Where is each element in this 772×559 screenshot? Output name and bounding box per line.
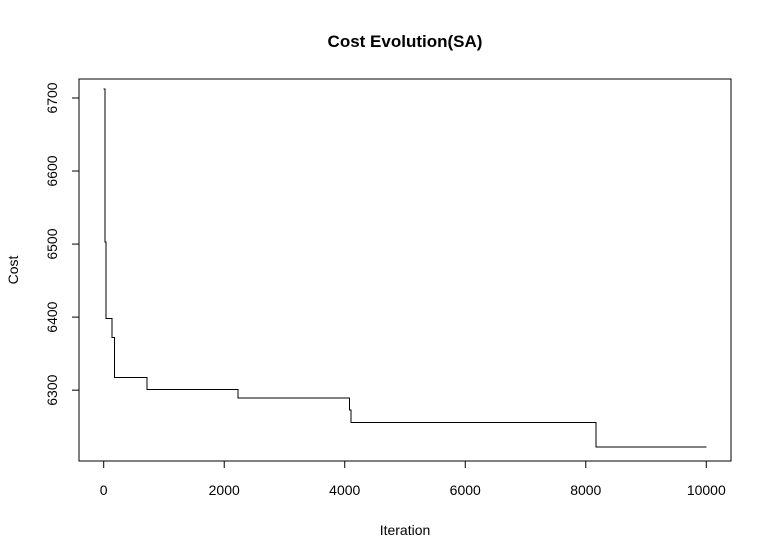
x-tick-label: 0	[100, 482, 108, 498]
y-axis-label: Cost	[5, 256, 21, 285]
y-tick-label: 6300	[44, 374, 60, 405]
x-tick-label: 6000	[450, 482, 481, 498]
series-layer	[103, 88, 707, 448]
x-axis-label: Iteration	[380, 522, 431, 538]
y-tick-label: 6600	[44, 155, 60, 186]
y-tick-label: 6400	[44, 301, 60, 332]
x-tick-label: 10000	[687, 482, 726, 498]
x-tick-label: 2000	[209, 482, 240, 498]
chart-title: Cost Evolution(SA)	[328, 32, 483, 51]
y-tick-label: 6500	[44, 228, 60, 259]
y-tick-label: 6700	[44, 82, 60, 113]
y-axis: 6300 6400 6500 6600 6700	[44, 82, 80, 406]
x-tick-label: 8000	[570, 482, 601, 498]
x-tick-label: 4000	[329, 482, 360, 498]
cost-series-line	[103, 88, 707, 448]
x-axis: 0 2000 4000 6000 8000 10000	[100, 460, 726, 498]
